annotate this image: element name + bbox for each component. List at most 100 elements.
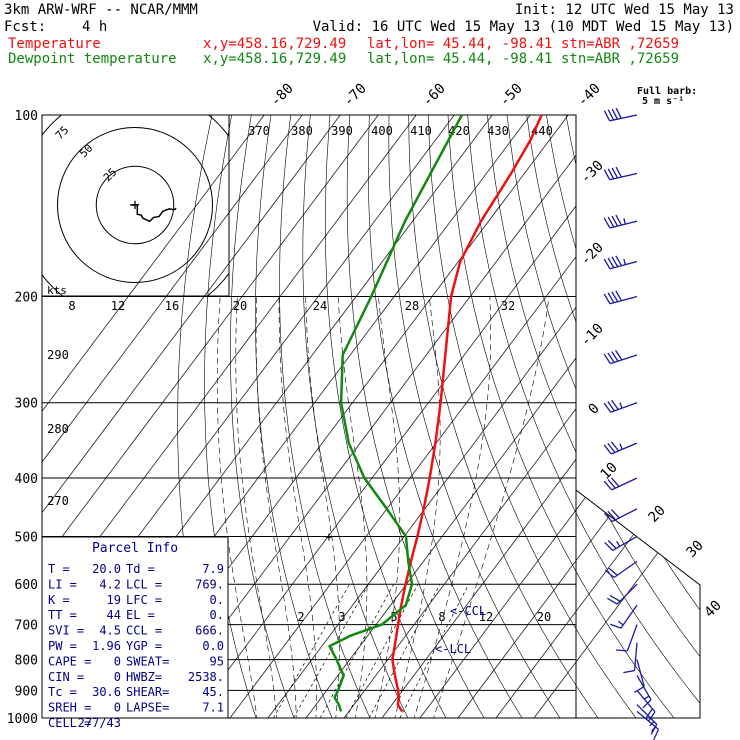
parcel-info-value: 769. [195,577,224,591]
legend-temperature-stn: stn=ABR ,72659 [561,36,680,52]
theta-label: 370 [248,124,270,138]
parcel-info-key: LAPSE= [126,701,169,715]
dry-adiabat [230,115,300,718]
pressure-label: 500 [15,530,38,545]
parcel-info-key: SREH = [48,701,91,715]
hodograph-speed-label: 28 [405,299,419,313]
theta-label: 380 [291,124,313,138]
dry-adiabat [605,115,700,718]
legend-dewpoint-label: Dewpoint temperature [8,51,177,67]
parcel-info-key: K = [48,593,70,607]
isotherm-label: -20 [578,240,607,269]
moist-adiabat [410,296,492,718]
dry-adiabat [506,115,700,718]
theta-label: 280 [47,422,69,436]
isotherm-line [267,115,700,718]
parcel-info-box [41,536,229,719]
mixing-ratio-label: 2 [297,610,304,624]
pressure-label: 300 [15,397,38,412]
isotherm-line [42,115,417,718]
forecast-label: Fcst: [4,19,47,35]
parcel-info-value: 0 [114,670,121,684]
parcel-info-key: TT = [48,608,77,622]
moist-adiabat [372,296,401,718]
dry-adiabat [428,115,646,718]
parcel-info-title: Parcel Info [92,541,178,556]
parcel-info-panel: Parcel Info T = 20.0 Td = 7.9 LI = 4.2 LCL = 769… [41,536,229,730]
wind-barb [603,350,638,365]
wind-barb [616,624,638,652]
dry-adiabat [447,115,685,718]
legend-dewpoint-latlon: lat,lon= 45.44, -98.41 [367,51,553,67]
pressure-label: 900 [15,684,38,699]
forecast-hour: 4 h [82,19,108,35]
parcel-info-key: Tc = [48,685,77,699]
isotherm-label: 10 [598,460,621,483]
parcel-info-value: 4.2 [99,577,121,591]
dry-adiabat [388,115,569,718]
pressure-label: 1000 [7,712,38,727]
parcel-info-value: 277/43 [78,716,121,730]
isotherm-label: -70 [341,81,370,110]
barb-key-line2: 5 m s⁻¹ [642,96,684,107]
parcel-info-key: CELL = [48,716,91,730]
hodograph-trace [130,204,177,223]
dry-adiabat [487,115,700,718]
theta-label: 400 [371,124,393,138]
isotherm-line [495,115,700,718]
legend-temperature-xy: x,y=458.16,729.49 [203,36,347,52]
isotherm-line [42,115,303,718]
dry-adiabat [302,115,415,718]
parcel-info-value: 7.9 [202,562,224,576]
dry-adiabat [546,115,700,718]
theta-label: 430 [487,124,509,138]
wind-barb [603,477,638,491]
dry-adiabat [325,115,454,718]
model-title: 3km ARW-WRF -- NCAR/MMM [4,2,198,18]
moist-adiabat [305,296,340,718]
isotherm-line [343,115,700,718]
lcl-annotation: <-LCL [435,642,471,656]
pressure-label: 800 [15,654,38,669]
isotherm-line [42,115,265,718]
hodograph-speed-label: 24 [313,299,327,313]
parcel-info-value: 19 [107,593,121,607]
wind-barb [603,107,638,122]
parcel-info-key: CAPE = [48,654,91,668]
moist-adiabat [337,296,368,718]
isotherm-line [153,115,607,718]
parcel-info-value: 0. [210,593,224,607]
temperature-trace [391,114,543,713]
dry-adiabat [565,115,700,718]
isotherm-line [419,115,700,718]
isotherm-line [42,115,379,718]
hodograph-frame [42,115,230,297]
parcel-info-key: Td = [126,562,155,576]
legend-dewpoint-xy: x,y=458.16,729.49 [203,51,347,67]
wind-barb [603,255,638,270]
wind-barb [623,642,638,674]
wind-barb [634,659,645,693]
parcel-info-value: 95 [210,654,224,668]
mixing-ratio-line [273,584,350,718]
wind-barb [636,689,656,722]
hodograph-speed-label: 12 [111,299,125,313]
wind-barb [603,399,638,413]
theta-label: 290 [47,348,69,362]
parcel-info-key: SHEAR= [126,685,169,699]
mixing-ratio-label: 12 [479,610,493,624]
mixing-ratio-line [368,584,441,718]
theta-label: 270 [47,494,69,508]
parcel-info-value: 0.0 [202,639,224,653]
dewpoint-trace [328,114,464,712]
isotherm-label: -50 [497,81,526,110]
dry-adiabat [255,115,338,718]
wind-barb-region-border [575,489,701,719]
dry-adiabat [644,115,700,718]
pressure-label: 400 [15,472,38,487]
isotherm-label: 20 [646,503,669,526]
wind-barb [636,675,652,709]
parcel-info-key: CCL = [126,624,162,638]
dry-adiabat [367,115,531,718]
isotherm-line [229,115,683,718]
